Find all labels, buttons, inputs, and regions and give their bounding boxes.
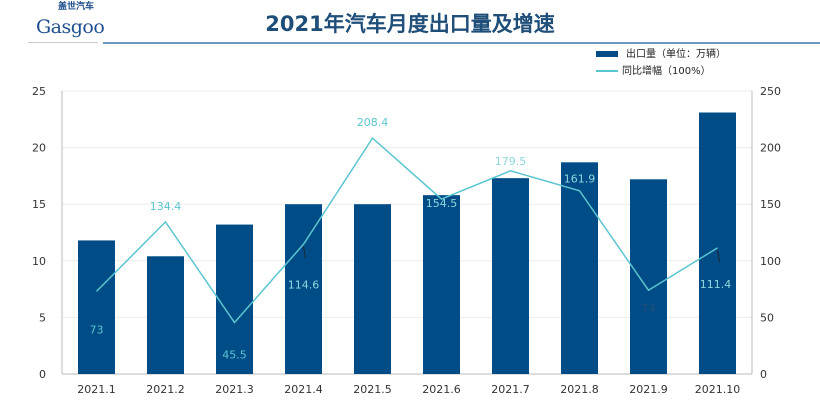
logo-cn: 盖世汽车 <box>58 2 95 12</box>
y-right-tick-label: 250 <box>760 85 781 98</box>
y-right-tick-label: 200 <box>760 142 781 155</box>
x-tick-label: 2021.5 <box>353 383 392 396</box>
bar <box>630 179 667 374</box>
bar <box>354 204 391 374</box>
bar <box>699 112 736 375</box>
bar <box>561 162 598 374</box>
bar <box>147 256 184 374</box>
bar <box>285 204 322 374</box>
x-tick-label: 2021.3 <box>215 383 254 396</box>
bar <box>216 224 253 374</box>
x-tick-label: 2021.4 <box>284 383 323 396</box>
data-label: 161.9 <box>564 173 596 186</box>
x-tick-label: 2021.10 <box>695 383 741 396</box>
y-right-tick-label: 100 <box>760 255 781 268</box>
x-tick-label: 2021.1 <box>77 383 116 396</box>
divider <box>28 42 98 43</box>
legend-swatch <box>596 70 618 72</box>
leader-line <box>303 246 306 259</box>
data-label: 134.4 <box>150 200 182 213</box>
legend-label: 同比增幅（100%） <box>622 66 711 77</box>
data-label: 154.5 <box>426 197 458 210</box>
y-left-tick-label: 20 <box>32 142 46 155</box>
bar <box>78 240 115 374</box>
y-right-tick-label: 50 <box>760 311 774 324</box>
divider <box>103 42 820 44</box>
y-left-tick-label: 5 <box>39 311 46 324</box>
legend-item-line: 同比增幅（100%） <box>596 62 711 77</box>
bar <box>423 195 460 374</box>
x-tick-label: 2021.2 <box>146 383 185 396</box>
data-label: 73 <box>90 323 104 336</box>
bar <box>492 178 529 374</box>
x-tick-label: 2021.6 <box>422 383 461 396</box>
data-label: 45.5 <box>222 348 247 361</box>
y-left-tick-label: 0 <box>39 368 46 381</box>
x-tick-label: 2021.9 <box>629 383 668 396</box>
y-right-tick-label: 0 <box>760 368 767 381</box>
logo-wordmark: Gasgoo <box>36 16 105 38</box>
leader-line <box>717 249 720 262</box>
legend-label: 出口量（单位：万辆） <box>626 49 726 60</box>
y-left-tick-label: 15 <box>32 198 46 211</box>
legend-swatch <box>596 51 618 57</box>
y-left-tick-label: 10 <box>32 255 46 268</box>
legend-item-bar: 出口量（单位：万辆） <box>596 45 726 60</box>
data-label: 208.4 <box>357 116 389 129</box>
data-label: 114.6 <box>288 278 320 291</box>
data-label: 111.4 <box>700 278 732 291</box>
x-tick-label: 2021.8 <box>560 383 599 396</box>
y-right-tick-label: 150 <box>760 198 781 211</box>
data-label: 74 <box>642 302 656 315</box>
y-left-tick-label: 25 <box>32 85 46 98</box>
series-line <box>95 136 718 324</box>
chart-title: 2021年汽车月度出口量及增速 <box>265 12 555 36</box>
data-label: 179.5 <box>495 155 527 168</box>
x-tick-label: 2021.7 <box>491 383 530 396</box>
